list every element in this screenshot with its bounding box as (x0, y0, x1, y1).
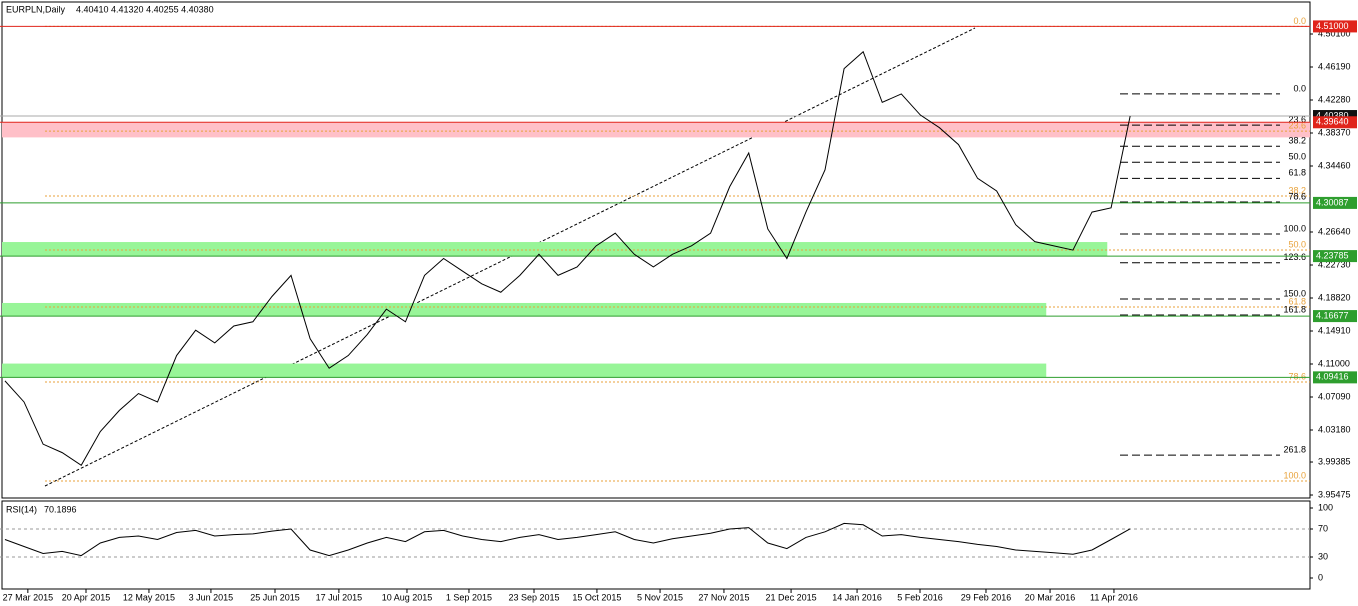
level-box (1313, 250, 1357, 263)
level-box (1313, 310, 1357, 323)
y-tick-label: 30 (1318, 551, 1328, 561)
y-tick-label: 4.11000 (1318, 358, 1350, 368)
zone (2, 302, 1047, 317)
y-tick-label: 4.07090 (1318, 391, 1351, 401)
x-tick-label: 27 Mar 2015 (3, 592, 54, 602)
fib-label: 61.8 (1288, 296, 1306, 306)
x-tick-label: 29 Feb 2016 (961, 592, 1012, 602)
level-box (1313, 20, 1357, 33)
y-tick-label: 70 (1318, 523, 1328, 533)
level-box (1313, 196, 1357, 209)
zone (2, 242, 1108, 257)
fib-label: 50.0 (1288, 239, 1306, 249)
x-tick-label: 21 Dec 2015 (766, 592, 817, 602)
level-label: 4.09416 (1316, 372, 1349, 382)
y-tick-label: 4.03180 (1318, 424, 1351, 434)
fib-label: 100.0 (1283, 223, 1306, 233)
fib-label: 78.6 (1288, 371, 1306, 381)
fib-label: 123.6 (1283, 252, 1306, 262)
rsi-line (4, 522, 1131, 557)
x-tick-label: 25 Jun 2015 (250, 592, 300, 602)
x-tick-label: 3 Jun 2015 (189, 592, 234, 602)
y-tick-label: 4.50100 (1318, 28, 1351, 38)
x-tick-label: 5 Feb 2016 (897, 592, 943, 602)
x-tick-label: 27 Nov 2015 (698, 592, 749, 602)
level-box (1313, 116, 1357, 129)
fib-label: 161.8 (1283, 304, 1306, 314)
y-tick-label: 100 (1318, 502, 1333, 512)
y-tick-label: 4.22730 (1318, 259, 1351, 269)
x-tick-label: 20 Apr 2015 (62, 592, 111, 602)
fib-label: 0.0 (1293, 16, 1306, 26)
level-label: 4.51000 (1316, 21, 1349, 31)
level-label: 4.30087 (1316, 197, 1349, 207)
x-tick-label: 12 May 2015 (123, 592, 175, 602)
y-tick-label: 4.18820 (1318, 292, 1351, 302)
zone (2, 363, 1047, 378)
fib-label: 0.0 (1293, 83, 1306, 93)
fib-label: 100.0 (1283, 470, 1306, 480)
y-tick-label: 4.26640 (1318, 226, 1351, 236)
level-label: 4.16677 (1316, 310, 1349, 320)
x-tick-label: 11 Apr 2016 (1090, 592, 1138, 602)
y-tick-label: 4.38370 (1318, 127, 1351, 137)
x-tick-label: 1 Sep 2015 (446, 592, 492, 602)
rsi-panel (1, 500, 1311, 590)
zone (2, 122, 1310, 138)
fib-label: 78.6 (1288, 191, 1306, 201)
price-line (4, 50, 1131, 466)
level-label: 4.39640 (1316, 117, 1349, 127)
y-tick-label: 3.99385 (1318, 456, 1351, 466)
rsi-title: RSI(14) (6, 504, 37, 514)
y-tick-label: 4.42280 (1318, 94, 1351, 104)
fib-label: 38.2 (1288, 136, 1306, 146)
y-tick-label: 4.46190 (1318, 61, 1351, 71)
current-price-label: 4.40380 (1316, 110, 1349, 120)
ohlc-values: 4.40410 4.41320 4.40255 4.40380 (76, 4, 214, 14)
fib-label: 61.8 (1288, 168, 1306, 178)
x-tick-label: 20 Mar 2016 (1025, 592, 1076, 602)
fib-label: 38.2 (1288, 185, 1306, 195)
fib-label: 261.8 (1283, 445, 1306, 455)
rsi-value: 70.1896 (44, 504, 77, 514)
y-tick-label: 3.95475 (1318, 489, 1351, 499)
x-tick-label: 5 Nov 2015 (637, 592, 683, 602)
symbol-title: EURPLN,Daily (6, 4, 66, 14)
fib-label: 50.0 (1288, 152, 1306, 162)
x-tick-label: 10 Aug 2015 (382, 592, 433, 602)
y-tick-label: 4.34460 (1318, 160, 1351, 170)
level-label: 4.23785 (1316, 250, 1349, 260)
fib-label: 23.6 (1288, 120, 1306, 130)
fib-label: 23.6 (1288, 115, 1306, 125)
x-tick-label: 14 Jan 2016 (832, 592, 882, 602)
y-tick-label: 0 (1318, 572, 1323, 582)
fib-label: 150.0 (1283, 288, 1306, 298)
level-box (1313, 371, 1357, 384)
x-tick-label: 17 Jul 2015 (316, 592, 363, 602)
trendline (44, 27, 976, 487)
y-tick-label: 4.14910 (1318, 325, 1351, 335)
x-tick-label: 15 Oct 2015 (572, 592, 621, 602)
x-tick-label: 23 Sep 2015 (508, 592, 559, 602)
